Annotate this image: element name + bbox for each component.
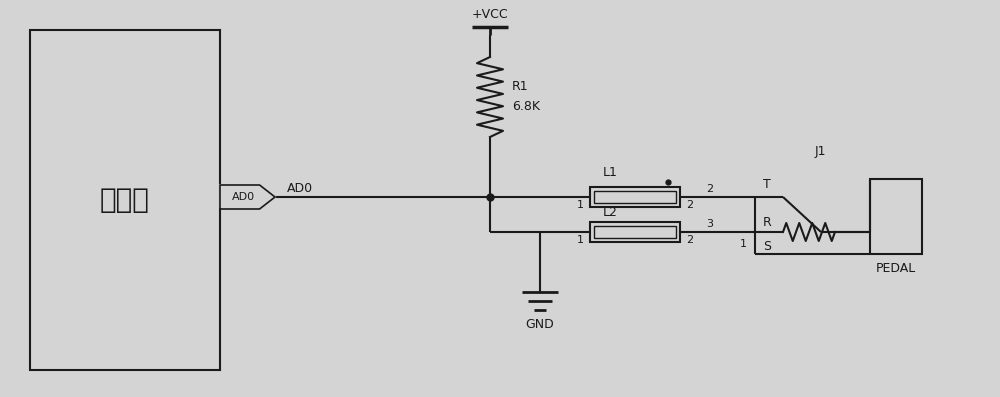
Text: 1: 1	[576, 200, 584, 210]
Text: L2: L2	[603, 206, 617, 218]
Text: 2: 2	[686, 235, 694, 245]
Text: 6.8K: 6.8K	[512, 100, 540, 114]
Text: AD0: AD0	[232, 192, 255, 202]
Text: AD0: AD0	[287, 183, 313, 195]
Text: 单片机: 单片机	[100, 186, 150, 214]
Text: 2: 2	[686, 200, 694, 210]
Polygon shape	[220, 185, 275, 209]
Text: 1: 1	[576, 235, 584, 245]
Text: 2: 2	[706, 184, 714, 194]
Text: R: R	[763, 216, 772, 229]
Bar	[590, 222, 680, 242]
Bar	[30, 30, 220, 370]
Text: 3: 3	[706, 219, 714, 229]
Text: 1: 1	[740, 239, 746, 249]
Text: L1: L1	[603, 166, 617, 179]
Text: J1: J1	[814, 145, 826, 158]
Text: R1: R1	[512, 81, 529, 94]
Text: +VCC: +VCC	[472, 8, 508, 21]
Bar	[594, 226, 676, 238]
Bar	[590, 187, 680, 207]
Bar	[594, 191, 676, 203]
Text: T: T	[763, 177, 771, 191]
Text: GND: GND	[526, 318, 554, 330]
Bar	[870, 179, 922, 254]
Text: S: S	[763, 239, 771, 252]
Text: PEDAL: PEDAL	[876, 262, 916, 276]
